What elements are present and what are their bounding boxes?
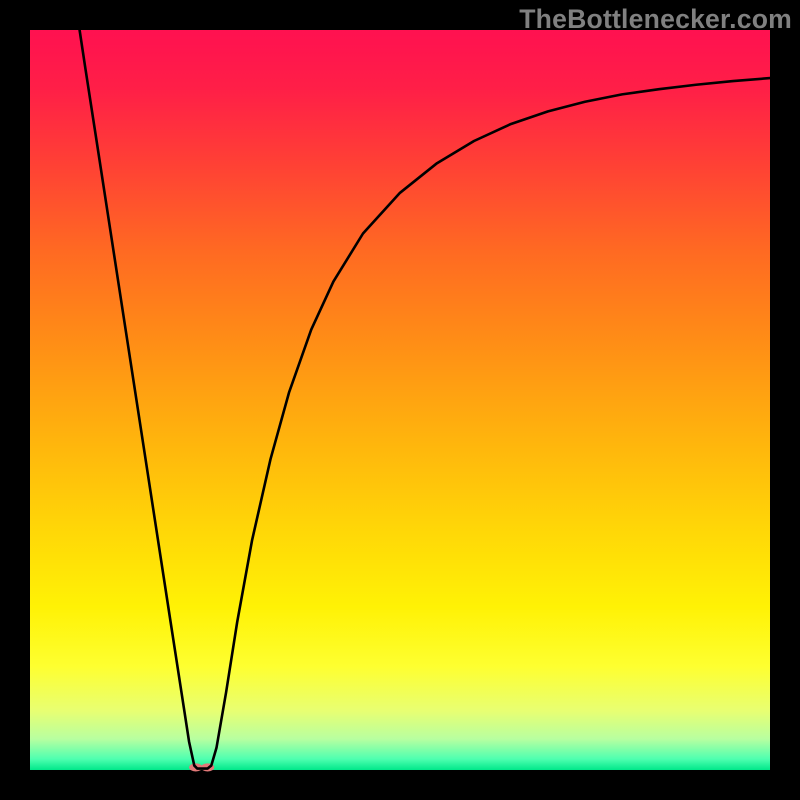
chart-svg [0,0,800,800]
chart-container: TheBottlenecker.com [0,0,800,800]
plot-background [30,30,770,770]
